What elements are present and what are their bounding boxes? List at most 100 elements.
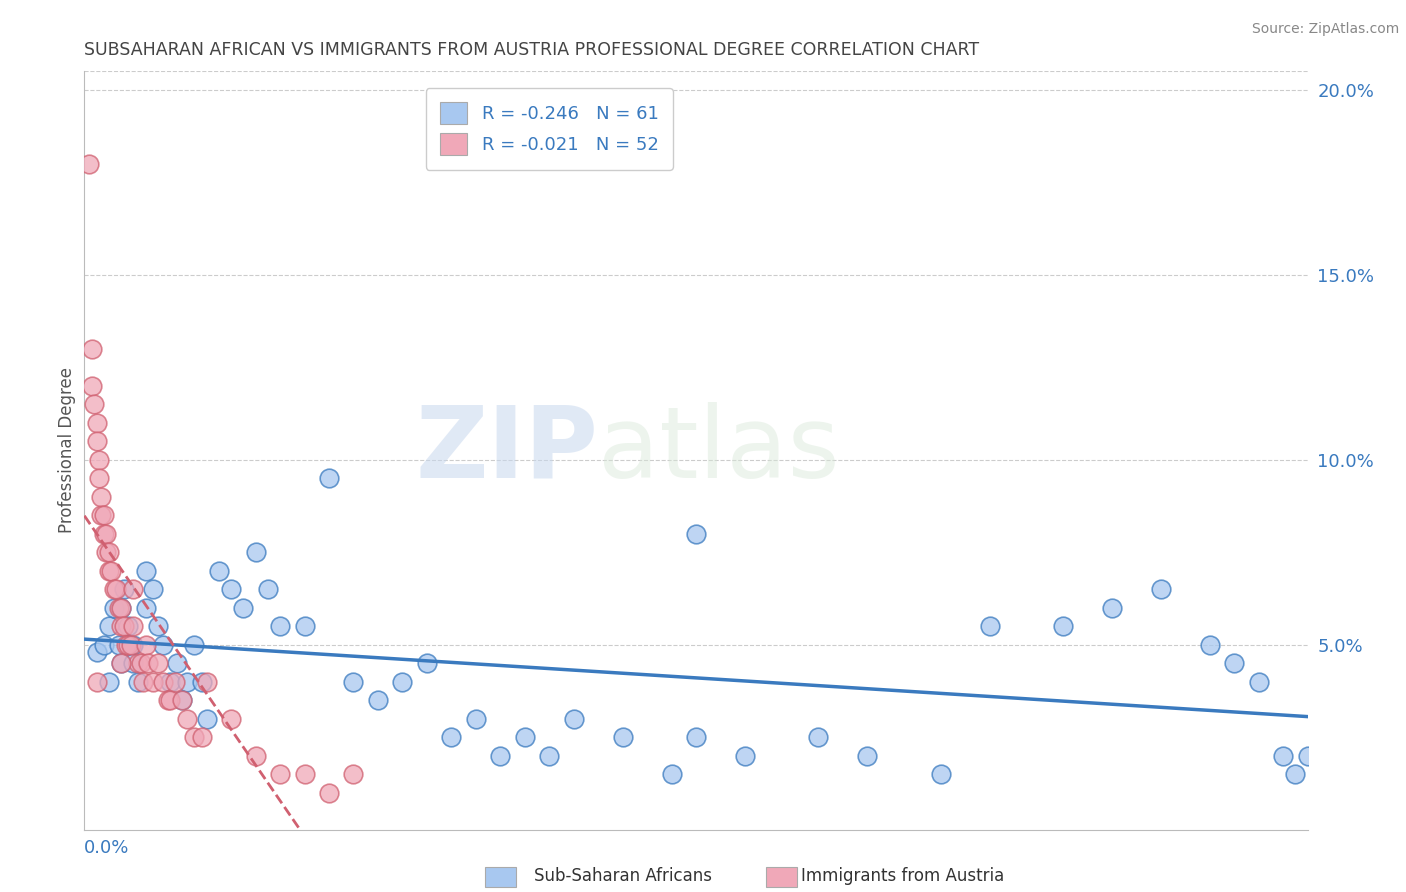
Text: Source: ZipAtlas.com: Source: ZipAtlas.com	[1251, 22, 1399, 37]
Point	[93, 508, 115, 523]
Point	[90, 490, 112, 504]
Point	[93, 526, 115, 541]
Point	[232, 600, 254, 615]
Point	[110, 619, 132, 633]
Point	[685, 730, 707, 744]
Point	[979, 619, 1001, 633]
Point	[219, 712, 242, 726]
Point	[132, 674, 155, 689]
Point	[90, 508, 112, 523]
Point	[1052, 619, 1074, 633]
Point	[195, 674, 218, 689]
Point	[83, 397, 105, 411]
Point	[110, 600, 132, 615]
Point	[172, 693, 194, 707]
Point	[135, 638, 157, 652]
Point	[142, 582, 165, 596]
Point	[176, 674, 198, 689]
Point	[342, 674, 364, 689]
Point	[1101, 600, 1123, 615]
Point	[685, 526, 707, 541]
Point	[489, 748, 512, 763]
Point	[294, 767, 316, 781]
Point	[1150, 582, 1173, 596]
Point	[245, 545, 267, 559]
Point	[146, 656, 169, 670]
Point	[77, 157, 100, 171]
Text: Immigrants from Austria: Immigrants from Austria	[801, 867, 1005, 885]
Point	[86, 674, 108, 689]
Point	[110, 600, 132, 615]
Point	[183, 730, 205, 744]
Point	[612, 730, 634, 744]
Y-axis label: Professional Degree: Professional Degree	[58, 368, 76, 533]
Point	[1198, 638, 1220, 652]
Text: 0.0%: 0.0%	[84, 838, 129, 856]
Text: Sub-Saharan Africans: Sub-Saharan Africans	[534, 867, 713, 885]
Point	[734, 748, 756, 763]
Point	[142, 674, 165, 689]
Point	[97, 619, 120, 633]
Point	[107, 600, 129, 615]
Point	[135, 564, 157, 578]
Point	[120, 638, 142, 652]
Point	[107, 638, 129, 652]
Point	[538, 748, 561, 763]
Point	[562, 712, 585, 726]
Point	[117, 619, 139, 633]
Point	[136, 656, 159, 670]
Point	[100, 564, 122, 578]
Point	[112, 619, 135, 633]
Point	[661, 767, 683, 781]
Point	[440, 730, 463, 744]
Point	[127, 656, 149, 670]
Point	[269, 767, 291, 781]
Point	[122, 582, 145, 596]
Point	[318, 471, 340, 485]
Point	[105, 582, 128, 596]
Point	[117, 638, 139, 652]
Point	[208, 564, 231, 578]
Point	[159, 693, 181, 707]
Point	[183, 638, 205, 652]
Point	[87, 471, 110, 485]
Point	[122, 619, 145, 633]
Point	[96, 545, 118, 559]
Point	[318, 786, 340, 800]
Point	[122, 638, 145, 652]
Point	[219, 582, 242, 596]
Point	[135, 600, 157, 615]
Point	[166, 656, 188, 670]
Point	[86, 434, 108, 449]
Point	[80, 342, 103, 356]
Point	[87, 452, 110, 467]
Point	[269, 619, 291, 633]
Point	[176, 712, 198, 726]
Point	[367, 693, 389, 707]
Point	[97, 674, 120, 689]
Point	[1296, 748, 1319, 763]
Point	[112, 582, 135, 596]
Point	[129, 656, 152, 670]
Point	[163, 674, 186, 689]
Point	[464, 712, 486, 726]
Point	[856, 748, 879, 763]
Point	[191, 730, 214, 744]
Point	[156, 693, 179, 707]
Point	[294, 619, 316, 633]
Point	[191, 674, 214, 689]
Point	[172, 693, 194, 707]
Point	[110, 656, 132, 670]
Point	[103, 600, 125, 615]
Point	[257, 582, 280, 596]
Point	[1247, 674, 1270, 689]
Point	[97, 545, 120, 559]
Point	[86, 645, 108, 659]
Point	[342, 767, 364, 781]
Point	[110, 656, 132, 670]
Point	[115, 638, 138, 652]
Text: ZIP: ZIP	[415, 402, 598, 499]
Point	[96, 526, 118, 541]
Point	[1272, 748, 1295, 763]
Point	[929, 767, 952, 781]
